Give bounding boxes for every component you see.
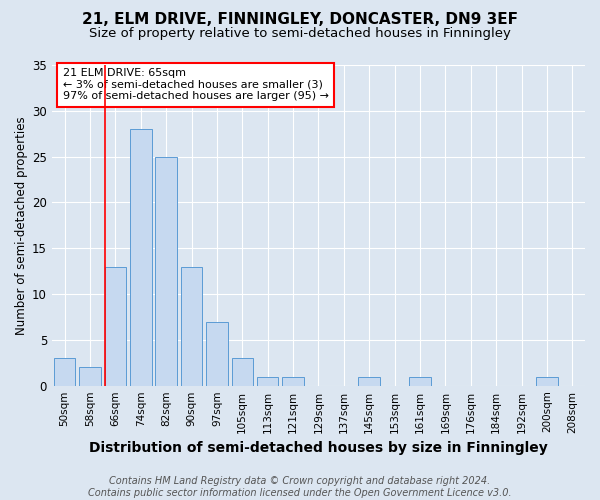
Bar <box>232 358 253 386</box>
Bar <box>409 376 431 386</box>
Bar <box>79 368 101 386</box>
Bar <box>257 376 278 386</box>
Bar <box>536 376 558 386</box>
Bar <box>104 266 126 386</box>
Bar <box>358 376 380 386</box>
Bar <box>155 156 177 386</box>
Bar <box>130 129 152 386</box>
Text: Size of property relative to semi-detached houses in Finningley: Size of property relative to semi-detach… <box>89 28 511 40</box>
Text: 21 ELM DRIVE: 65sqm
← 3% of semi-detached houses are smaller (3)
97% of semi-det: 21 ELM DRIVE: 65sqm ← 3% of semi-detache… <box>62 68 329 102</box>
Bar <box>206 322 227 386</box>
Bar <box>282 376 304 386</box>
Text: 21, ELM DRIVE, FINNINGLEY, DONCASTER, DN9 3EF: 21, ELM DRIVE, FINNINGLEY, DONCASTER, DN… <box>82 12 518 28</box>
Y-axis label: Number of semi-detached properties: Number of semi-detached properties <box>15 116 28 334</box>
Bar <box>181 266 202 386</box>
X-axis label: Distribution of semi-detached houses by size in Finningley: Distribution of semi-detached houses by … <box>89 441 548 455</box>
Bar <box>54 358 76 386</box>
Text: Contains HM Land Registry data © Crown copyright and database right 2024.
Contai: Contains HM Land Registry data © Crown c… <box>88 476 512 498</box>
